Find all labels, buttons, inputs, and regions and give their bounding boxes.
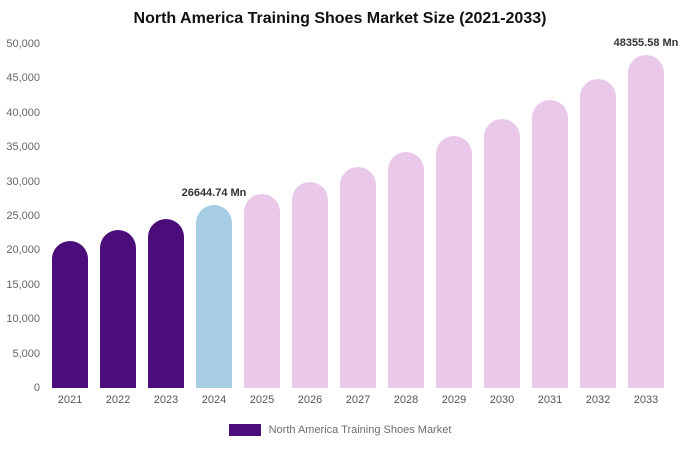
bar-2033[interactable] bbox=[628, 55, 664, 388]
legend-swatch bbox=[228, 424, 261, 436]
x-axis-tick-label: 2033 bbox=[633, 394, 659, 406]
x-axis-tick-label: 2023 bbox=[153, 394, 179, 406]
bar-2021[interactable] bbox=[52, 240, 88, 388]
y-axis-tick-label: 20,000 bbox=[6, 244, 40, 257]
bar-2023[interactable] bbox=[148, 218, 184, 388]
x-axis-tick-label: 2029 bbox=[441, 394, 467, 406]
y-axis-tick-label: 30,000 bbox=[6, 175, 40, 188]
chart-title: North America Training Shoes Market Size… bbox=[133, 10, 547, 27]
bar-2027[interactable] bbox=[340, 167, 376, 388]
bar-2026[interactable] bbox=[292, 181, 328, 388]
y-axis: 0 5,000 10,000 15,000 20,000 25,000 30,000 35,0… bbox=[0, 38, 40, 394]
x-axis-tick-label: 2030 bbox=[489, 394, 515, 406]
y-axis-tick-label: 15,000 bbox=[6, 278, 40, 291]
plot-area: 2021 2022 2023 2024 2025 2026 2027 2028 2029 2030… bbox=[46, 37, 678, 406]
x-axis-tick-label: 2021 bbox=[57, 394, 83, 406]
bar-2028[interactable] bbox=[388, 152, 424, 388]
x-axis-tick-label: 2028 bbox=[393, 394, 419, 406]
legend: North America Training Shoes Market bbox=[0, 424, 680, 436]
x-axis-tick-label: 2025 bbox=[249, 394, 275, 406]
x-axis-tick-label: 2027 bbox=[345, 394, 371, 406]
y-axis-tick-label: 40,000 bbox=[6, 106, 40, 119]
bar-2032[interactable] bbox=[580, 79, 616, 388]
bar-2031[interactable] bbox=[532, 100, 568, 388]
x-axis-tick-label: 2022 bbox=[105, 394, 131, 406]
y-axis-tick-label: 25,000 bbox=[6, 210, 40, 222]
y-axis-tick-label: 45,000 bbox=[6, 72, 40, 85]
y-axis-tick-label: 50,000 bbox=[6, 38, 40, 50]
bar-2024[interactable] bbox=[196, 204, 232, 388]
x-axis-tick-label: 2031 bbox=[537, 394, 563, 406]
x-axis-tick-label: 2024 bbox=[201, 394, 227, 406]
y-axis-tick-label: 0 bbox=[33, 382, 40, 394]
y-axis-tick-label: 5,000 bbox=[12, 347, 40, 360]
bar-value-annotation: 26644.74 Mn bbox=[181, 186, 247, 199]
bar-2030[interactable] bbox=[484, 119, 520, 388]
bar-2025[interactable] bbox=[244, 193, 280, 388]
y-axis-tick-label: 10,000 bbox=[6, 313, 40, 326]
bar-value-annotation: 48355.58 Mn bbox=[613, 37, 679, 50]
x-axis-tick-label: 2026 bbox=[297, 394, 323, 406]
legend-label: North America Training Shoes Market bbox=[268, 424, 452, 436]
bar-2022[interactable] bbox=[100, 230, 136, 388]
x-axis-tick-label: 2032 bbox=[585, 394, 611, 406]
bar-2029[interactable] bbox=[436, 136, 472, 388]
y-axis-tick-label: 35,000 bbox=[6, 141, 40, 154]
